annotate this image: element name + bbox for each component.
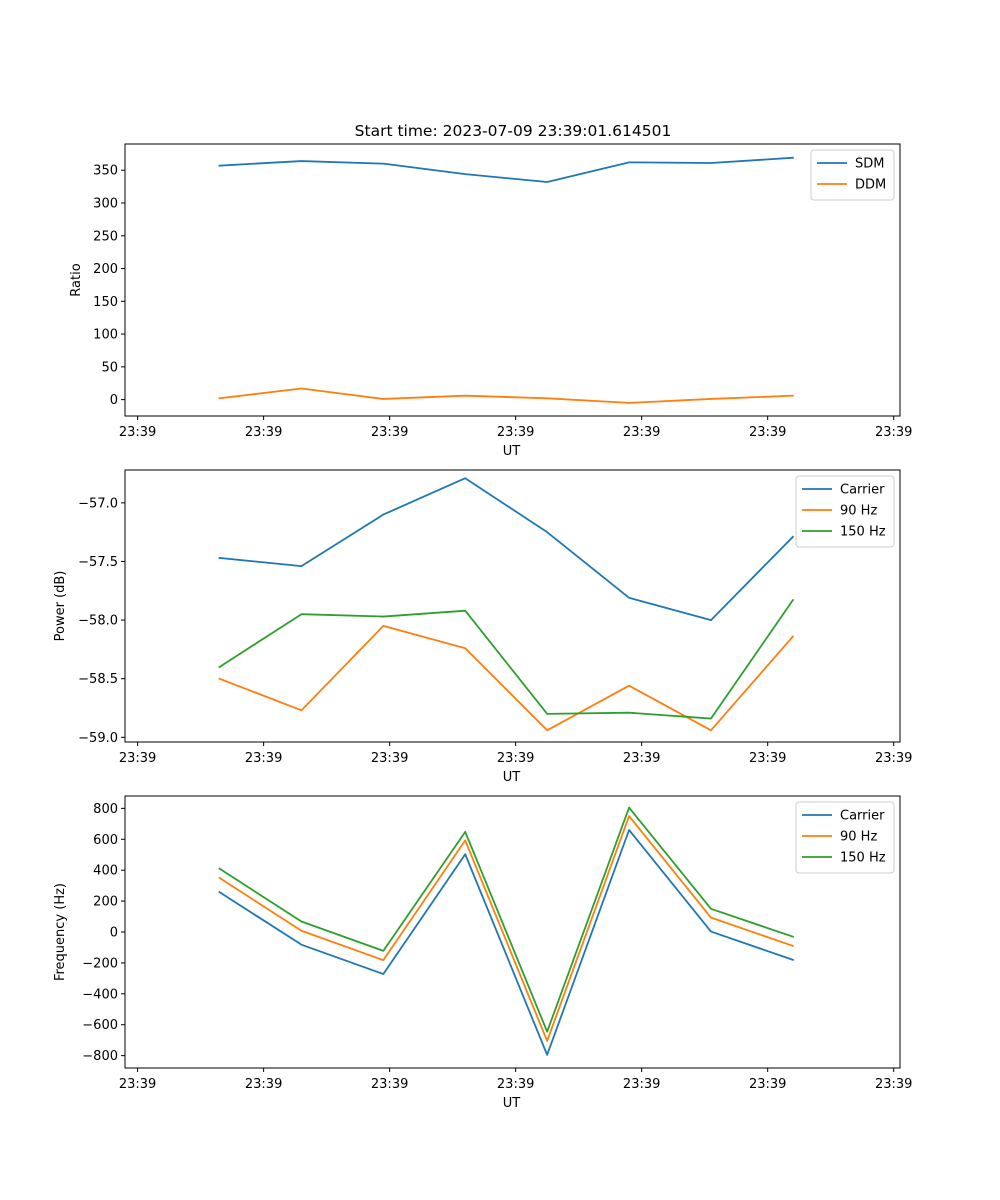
x-tick-label: 23:39 <box>749 751 786 766</box>
x-tick-label: 23:39 <box>749 425 786 440</box>
x-axis-label: UT <box>503 1096 521 1111</box>
legend-entry: DDM <box>855 178 886 193</box>
series-line-ddm <box>218 387 794 404</box>
legend: SDM DDM <box>810 149 895 201</box>
x-tick-label: 23:39 <box>623 751 660 766</box>
y-tick-label: −59.0 <box>78 731 118 746</box>
x-tick-label: 23:39 <box>245 1077 282 1092</box>
y-tick-label: −57.5 <box>78 555 118 570</box>
x-tick-label: 23:39 <box>875 751 912 766</box>
y-tick-label: 50 <box>101 360 118 375</box>
x-tick-label: 23:39 <box>245 425 282 440</box>
chart-title: Start time: 2023-07-09 23:39:01.614501 <box>355 122 672 140</box>
axes-frame <box>124 143 901 417</box>
x-tick-label: 23:39 <box>371 425 408 440</box>
x-tick-label: 23:39 <box>749 1077 786 1092</box>
plots: 23:3923:3923:3923:3923:3923:3923:3923:40… <box>53 143 912 1111</box>
x-tick-label: 23:39 <box>245 751 282 766</box>
series-line-150-hz <box>218 806 795 1033</box>
x-tick-label: 23:39 <box>875 425 912 440</box>
x-tick-label: 23:39 <box>119 751 156 766</box>
x-tick-label: 23:39 <box>119 425 156 440</box>
x-tick-label: 23:39 <box>623 425 660 440</box>
y-tick-label: 150 <box>93 295 118 310</box>
x-tick-label: 23:39 <box>497 1077 534 1092</box>
x-tick-label: 23:39 <box>623 1077 660 1092</box>
y-tick-label: 400 <box>93 864 118 879</box>
y-tick-label: 600 <box>93 833 118 848</box>
legend-entry: 90 Hz <box>840 830 877 845</box>
legend-entry: 90 Hz <box>840 504 877 519</box>
y-tick-label: −57.0 <box>78 496 118 511</box>
legend-box <box>795 801 895 874</box>
x-tick-label: 23:39 <box>875 1077 912 1092</box>
legend-entry: Carrier <box>840 483 885 498</box>
x-axis-label: UT <box>503 770 521 785</box>
y-axis-label: Ratio <box>69 263 84 296</box>
subplot-3: 23:3923:3923:3923:3923:3923:3923:3923:40… <box>53 795 912 1111</box>
legend-entry: 150 Hz <box>840 851 886 866</box>
y-tick-label: 250 <box>93 229 118 244</box>
y-tick-label: 350 <box>93 164 118 179</box>
x-tick-label: 23:39 <box>497 751 534 766</box>
series-line-90-hz <box>218 625 795 732</box>
series-line-150-hz <box>218 598 795 720</box>
y-tick-label: −58.5 <box>78 672 118 687</box>
y-axis-label: Frequency (Hz) <box>53 883 68 981</box>
y-tick-label: −58.0 <box>78 614 118 629</box>
subplot-2: 23:3923:3923:3923:3923:3923:3923:3923:40… <box>53 469 912 785</box>
legend: Carrier 90 Hz 150 Hz <box>795 801 895 874</box>
y-tick-label: −400 <box>82 987 118 1002</box>
x-tick-label: 23:39 <box>371 751 408 766</box>
series-line-carrier <box>218 477 795 621</box>
axes-frame <box>124 469 901 743</box>
y-tick-label: 0 <box>110 926 118 941</box>
legend-entry: SDM <box>855 157 884 172</box>
legend: Carrier 90 Hz 150 Hz <box>795 475 895 548</box>
y-tick-label: −200 <box>82 956 118 971</box>
y-tick-label: 200 <box>93 895 118 910</box>
series-line-90-hz <box>218 815 795 1042</box>
series-line-carrier <box>218 829 795 1056</box>
y-tick-label: −800 <box>82 1049 118 1064</box>
legend-box <box>795 475 895 548</box>
y-tick-label: 100 <box>93 328 118 343</box>
y-tick-label: 200 <box>93 262 118 277</box>
subplot-1: 23:3923:3923:3923:3923:3923:3923:3923:40… <box>69 143 912 459</box>
y-axis-label: Power (dB) <box>53 571 68 642</box>
series-line-sdm <box>218 156 794 183</box>
y-tick-label: 800 <box>93 802 118 817</box>
y-tick-label: 0 <box>110 393 118 408</box>
x-tick-label: 23:39 <box>371 1077 408 1092</box>
y-tick-label: 300 <box>93 196 118 211</box>
x-tick-label: 23:39 <box>497 425 534 440</box>
x-axis-label: UT <box>503 444 521 459</box>
legend-entry: Carrier <box>840 809 885 824</box>
legend-entry: 150 Hz <box>840 525 886 540</box>
x-tick-label: 23:39 <box>119 1077 156 1092</box>
y-tick-label: −600 <box>82 1018 118 1033</box>
